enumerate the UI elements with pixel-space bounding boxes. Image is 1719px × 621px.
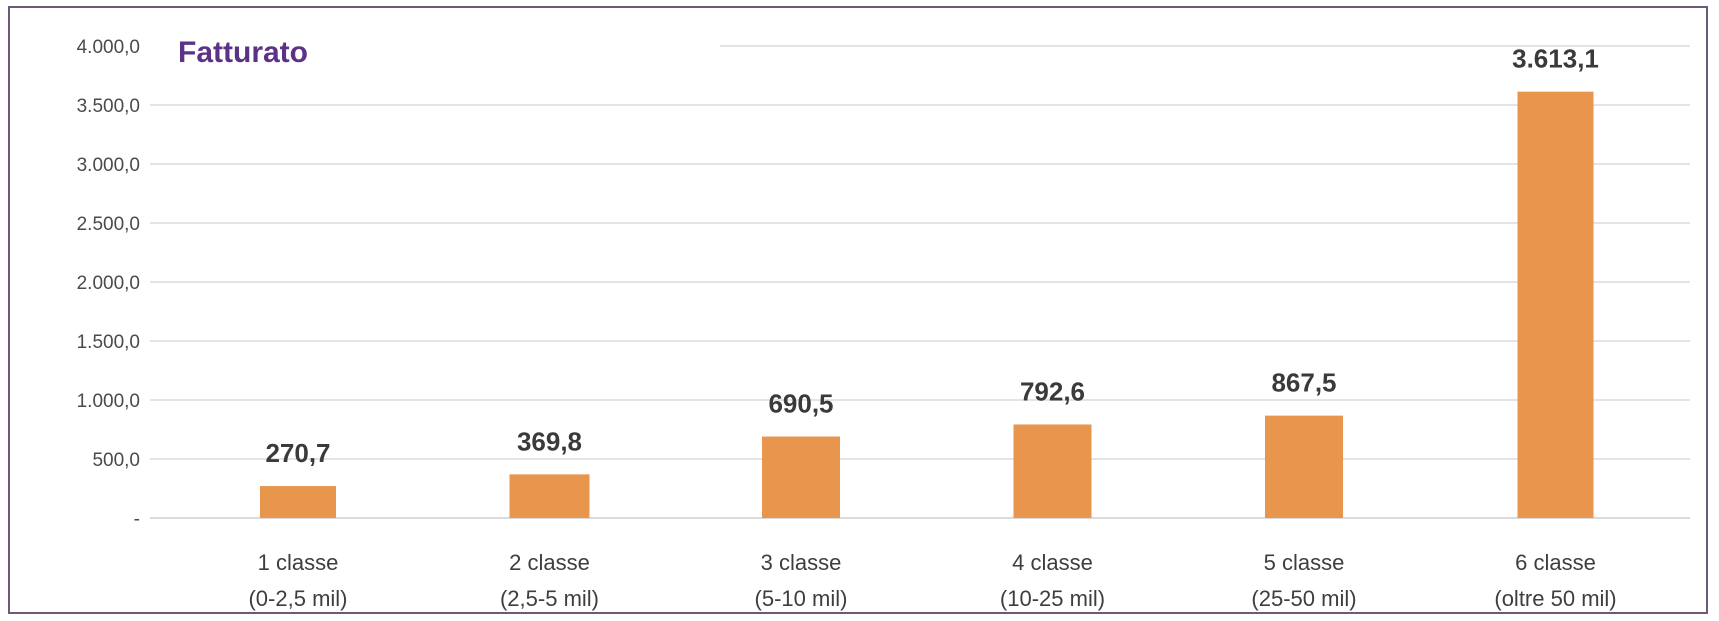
- y-tick-label: 3.500,0: [77, 96, 140, 117]
- bar: [509, 474, 590, 518]
- y-tick-label: 4.000,0: [77, 37, 140, 58]
- data-label: 867,5: [1271, 368, 1336, 398]
- x-tick-label: 5 classe: [1264, 550, 1345, 575]
- y-tick-label: 2.000,0: [77, 273, 140, 294]
- y-tick-label: 3.000,0: [77, 155, 140, 176]
- data-label: 369,8: [517, 426, 582, 456]
- bar-chart: - 500,0 1.000,0 1.500,0 2.000,0 2.500,0 3.000,…: [77, 36, 1690, 611]
- y-tick-label: -: [134, 509, 140, 530]
- x-tick-label: (25-50 mil): [1251, 586, 1356, 611]
- bar: [260, 486, 336, 518]
- bar: [1013, 424, 1092, 518]
- bar: [1517, 91, 1594, 518]
- x-tick-label: (5-10 mil): [755, 586, 848, 611]
- x-tick-label: (oltre 50 mil): [1494, 586, 1616, 611]
- data-label: 270,7: [265, 438, 330, 468]
- x-tick-label: 2 classe: [509, 550, 590, 575]
- x-tick-label: 1 classe: [258, 550, 339, 575]
- x-tick-label: 4 classe: [1012, 550, 1093, 575]
- x-tick-label: (10-25 mil): [1000, 586, 1105, 611]
- y-tick-label: 500,0: [92, 450, 140, 471]
- bar: [1265, 415, 1343, 518]
- x-tick-label: (0-2,5 mil): [248, 586, 347, 611]
- x-tick-label: 3 classe: [761, 550, 842, 575]
- data-label: 690,5: [768, 389, 833, 419]
- y-tick-label: 2.500,0: [77, 214, 140, 235]
- chart-title: Fatturato: [178, 36, 308, 69]
- data-label: 792,6: [1020, 376, 1085, 406]
- y-tick-label: 1.000,0: [77, 391, 140, 412]
- chart-frame: - 500,0 1.000,0 1.500,0 2.000,0 2.500,0 3.000,…: [8, 6, 1708, 614]
- x-tick-label: 6 classe: [1515, 550, 1596, 575]
- bar: [762, 436, 840, 518]
- x-tick-label: (2,5-5 mil): [500, 586, 599, 611]
- y-tick-label: 1.500,0: [77, 332, 140, 353]
- data-label: 3.613,1: [1512, 44, 1599, 74]
